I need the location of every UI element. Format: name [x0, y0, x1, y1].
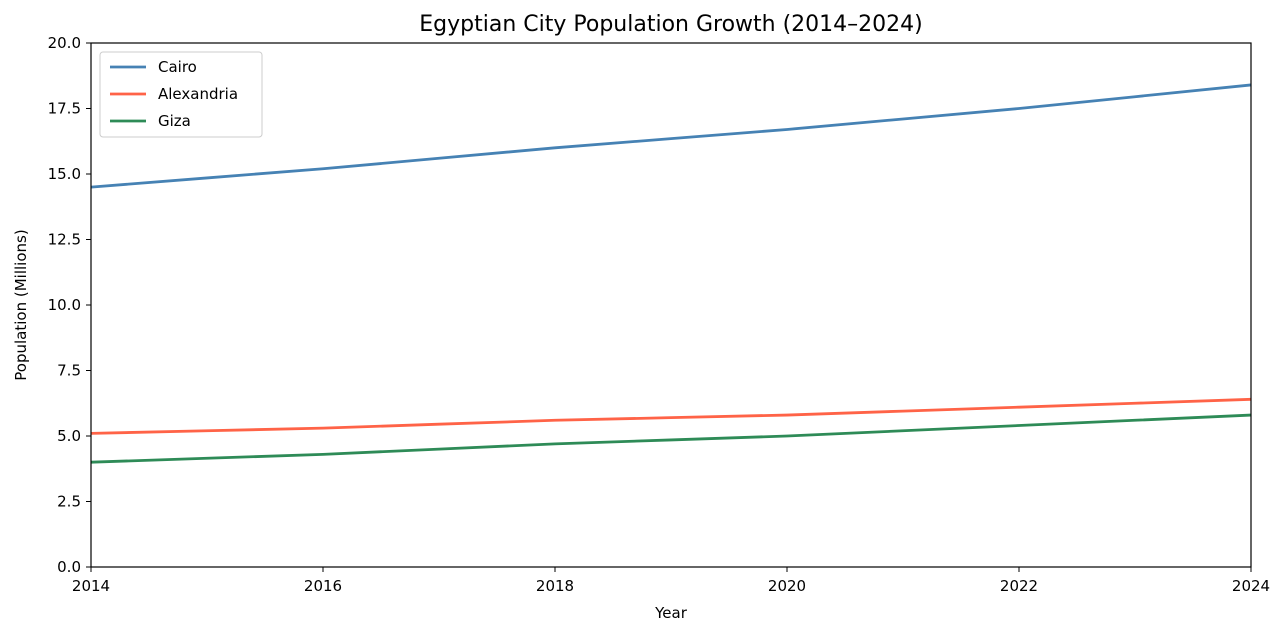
legend-box	[99, 51, 263, 138]
x-tick-label: 2022	[1000, 577, 1038, 595]
y-tick-label: 10.0	[48, 296, 81, 314]
x-tick-label: 2024	[1232, 577, 1270, 595]
x-tick-label: 2016	[304, 577, 342, 595]
series-layer	[90, 83, 1252, 464]
series-line-cairo	[90, 83, 1252, 189]
y-tick-label: 17.5	[48, 100, 81, 118]
y-tick-label: 15.0	[48, 165, 81, 183]
y-tick-label: 20.0	[48, 34, 81, 52]
x-tick-label: 2018	[536, 577, 574, 595]
x-axis: 2014 2016 2018 2020 2022 2024	[72, 567, 1270, 595]
x-axis-label: Year	[654, 604, 688, 622]
legend: Cairo Alexandria Giza	[99, 51, 263, 138]
y-tick-label: 5.0	[57, 427, 81, 445]
legend-label-giza: Giza	[158, 112, 191, 130]
legend-label-cairo: Cairo	[158, 58, 197, 76]
series-line-alexandria	[90, 397, 1252, 435]
legend-label-alexandria: Alexandria	[158, 85, 238, 103]
y-tick-label: 0.0	[57, 558, 81, 576]
x-tick-label: 2020	[768, 577, 806, 595]
y-axis-label: Population (Millions)	[12, 229, 30, 380]
series-line-giza	[90, 413, 1252, 464]
y-tick-label: 12.5	[48, 231, 81, 249]
y-tick-label: 2.5	[57, 493, 81, 511]
y-axis: 0.0 2.5 5.0 7.5 10.0 12.5 15.0 17.5 20.0	[48, 34, 91, 576]
x-tick-label: 2014	[72, 577, 110, 595]
chart-title: Egyptian City Population Growth (2014–20…	[419, 12, 922, 37]
y-tick-label: 7.5	[57, 362, 81, 380]
